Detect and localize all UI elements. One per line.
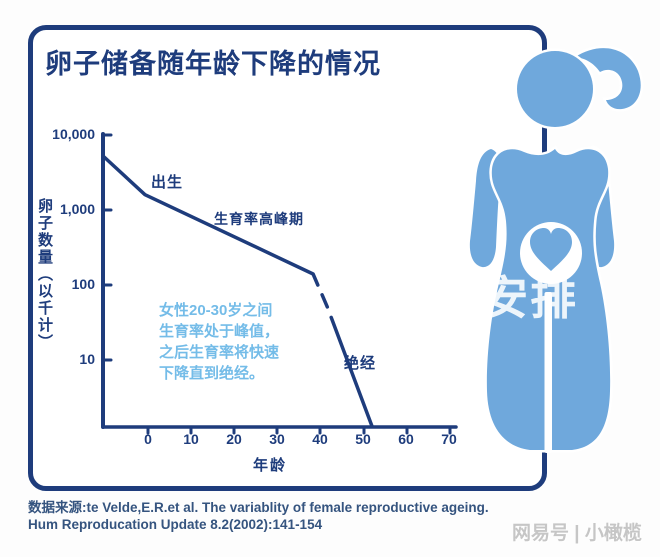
x-tick-0: 0 [144, 431, 152, 447]
x-tick-30: 30 [269, 431, 285, 447]
leg-divider [544, 292, 552, 453]
overlay-watermark: 安排 [482, 272, 578, 324]
ponytail-shape [567, 45, 644, 112]
head-shape [514, 48, 596, 130]
x-axis-title: 年龄 [252, 457, 287, 474]
pregnant-woman-illustration [467, 45, 644, 453]
y-tick-10: 10 [79, 351, 95, 367]
publisher-watermark: 网易号 | 小橄榄 [512, 523, 642, 544]
chart-card [28, 25, 547, 491]
y-tick-100: 100 [71, 276, 95, 292]
x-tick-20: 20 [226, 431, 242, 447]
y-tick-1000: 1,000 [59, 201, 95, 217]
y-tick-10000: 10,000 [52, 126, 95, 142]
axes [101, 132, 458, 435]
label-peak-fertility: 生育率高峰期 [214, 211, 304, 227]
y-axis-title: 卵子数量（以千计） [36, 198, 53, 351]
x-tick-70: 70 [441, 431, 457, 447]
x-tick-60: 60 [398, 431, 414, 447]
heart-icon [530, 228, 572, 271]
egg-decline-chart [101, 132, 458, 435]
data-source-citation: 数据来源:te Velde,E.R.et al. The variablity … [28, 500, 489, 532]
x-tick-10: 10 [183, 431, 199, 447]
page-title: 卵子储备随年龄下降的情况 [45, 49, 381, 79]
x-tick-40: 40 [312, 431, 328, 447]
egg-curve [102, 155, 374, 429]
fertility-note: 女性20-30岁之间 生育率处于峰值， 之后生育率将快速 下降直到绝经。 [159, 302, 280, 382]
label-birth: 出生 [151, 174, 184, 191]
x-tick-50: 50 [355, 431, 371, 447]
